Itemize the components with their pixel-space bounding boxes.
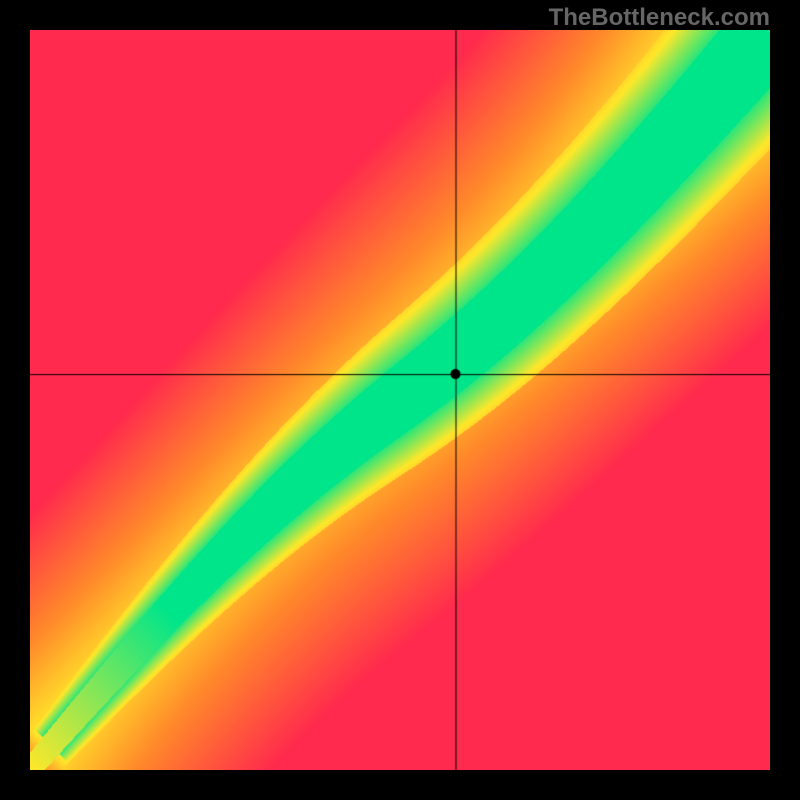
plot-area (30, 30, 770, 770)
chart-container: TheBottleneck.com (0, 0, 800, 800)
crosshair-overlay (30, 30, 770, 770)
watermark-text: TheBottleneck.com (549, 4, 770, 32)
